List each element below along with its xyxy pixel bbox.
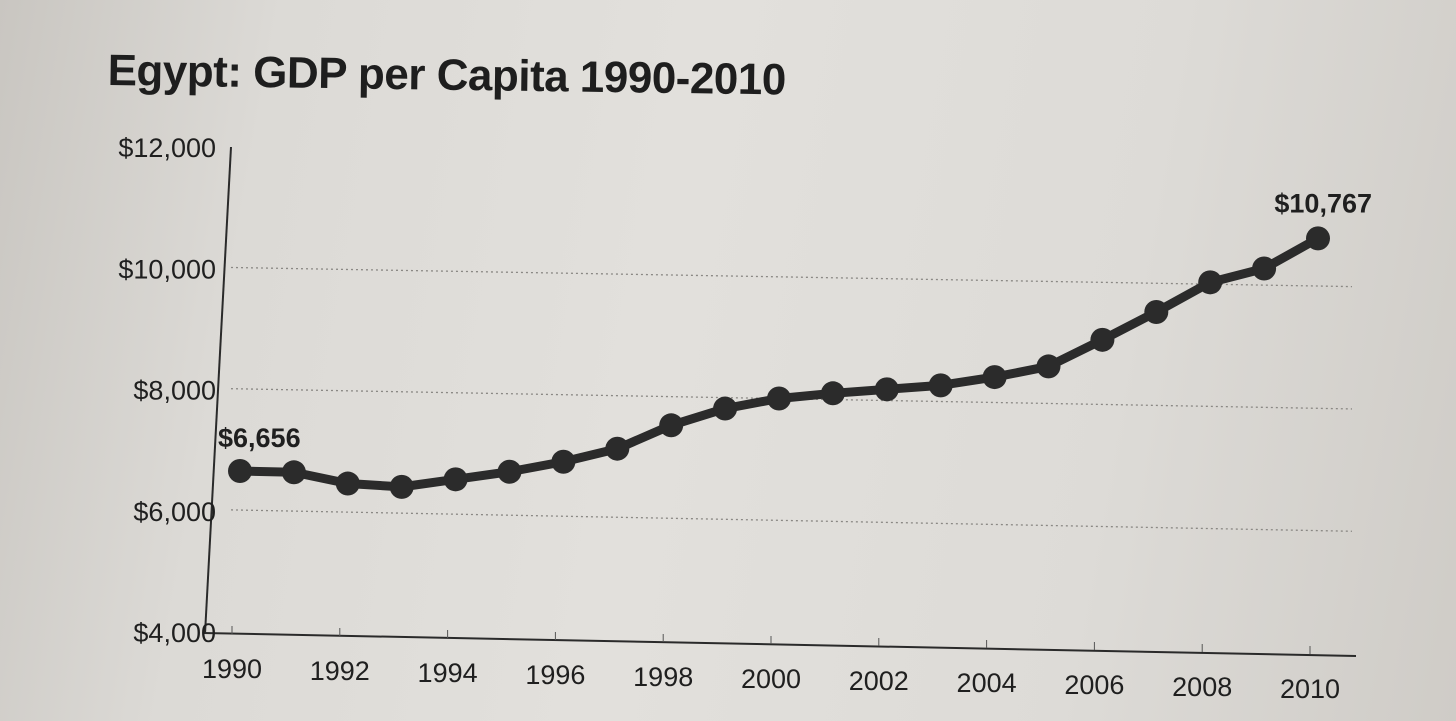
axes (202, 146, 1357, 657)
data-point (1306, 226, 1330, 251)
data-point (713, 396, 738, 421)
x-tick-label: 1996 (525, 660, 585, 690)
data-point (1036, 354, 1061, 379)
series-line (235, 233, 1323, 492)
x-tick-label: 2002 (849, 666, 909, 696)
data-point (1144, 300, 1169, 325)
y-tick-label: $8,000 (133, 376, 216, 406)
x-tick-label: 1992 (310, 656, 370, 686)
data-point (820, 381, 845, 406)
data-point (767, 386, 791, 411)
data-point (982, 365, 1007, 390)
y-tick-label: $4,000 (133, 618, 216, 648)
data-point (389, 474, 414, 499)
y-tick-label: $12,000 (118, 133, 216, 163)
y-tick-label: $6,000 (133, 497, 216, 527)
x-tick-label: 1990 (202, 654, 262, 684)
x-tick-label: 1998 (633, 662, 693, 692)
gridline (230, 509, 1353, 532)
data-labels: $6,656 $10,767 (218, 188, 1372, 453)
x-tick-label: 2008 (1172, 672, 1232, 702)
x-tick-label: 2010 (1280, 674, 1340, 704)
data-point (228, 458, 252, 483)
data-point (1198, 270, 1223, 295)
data-point (1252, 256, 1277, 281)
gridline (230, 266, 1353, 288)
y-axis-line (204, 146, 232, 635)
y-tick-label: $10,000 (118, 254, 216, 284)
x-tick-label: 2004 (957, 668, 1017, 698)
data-point (928, 373, 953, 398)
data-point (335, 471, 360, 496)
data-label: $6,656 (218, 423, 301, 453)
x-tick-label: 1994 (418, 658, 478, 688)
data-point (551, 449, 576, 474)
data-point (605, 436, 630, 461)
data-point (281, 460, 306, 485)
data-label: $10,767 (1274, 188, 1372, 218)
data-point (659, 413, 684, 438)
data-point (1090, 327, 1115, 352)
x-axis-tick-labels: 1990 1992 1994 1996 1998 2000 2002 2004 2006 2008… (202, 654, 1340, 704)
data-point (874, 377, 899, 402)
data-point (443, 467, 468, 492)
x-tick-label: 2000 (741, 664, 801, 694)
x-axis-line (202, 632, 1357, 657)
series-gdp-per-capita (228, 226, 1330, 499)
y-axis-tick-labels: $4,000 $6,000 $8,000 $10,000 $12,000 (118, 133, 216, 648)
x-tick-label: 2006 (1064, 670, 1124, 700)
data-point (497, 459, 522, 484)
